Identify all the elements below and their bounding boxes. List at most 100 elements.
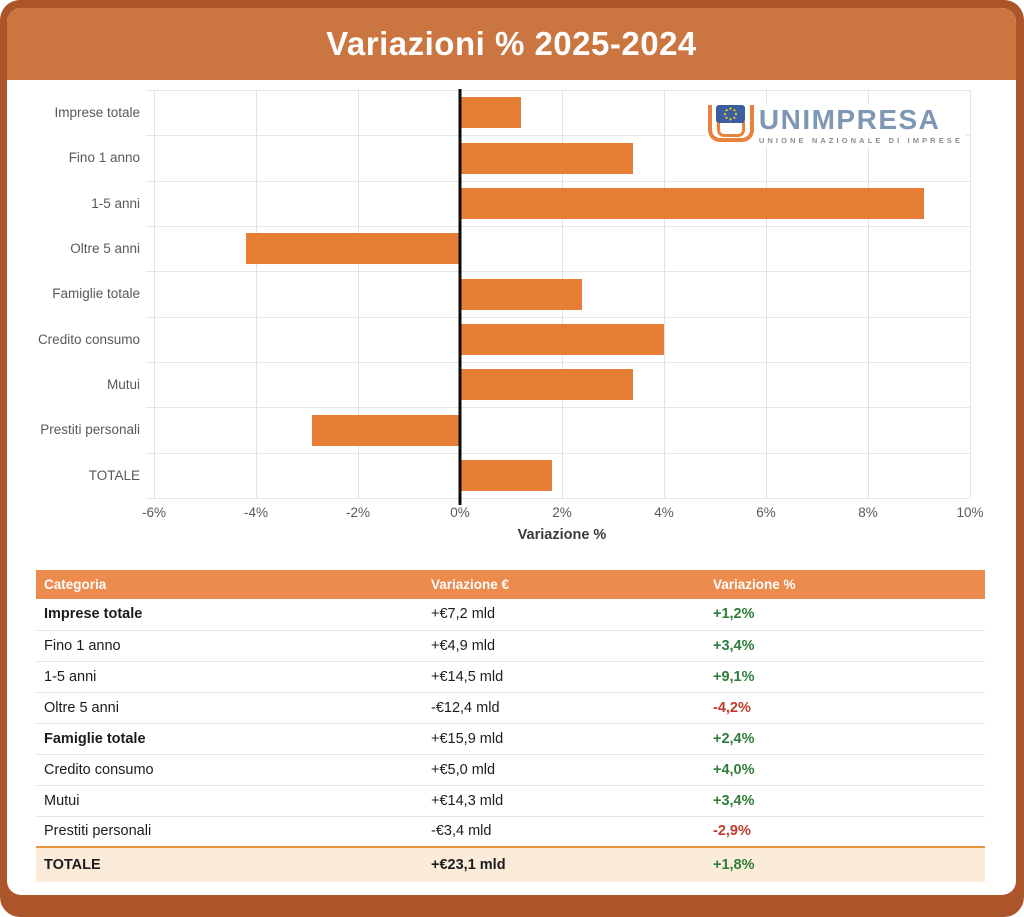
table-row: Prestiti personali -€3,4 mld -2,9% [36,816,985,848]
cell-variazione-pct: +2,4% [705,723,985,755]
vertical-gridline [358,90,359,498]
x-axis-tick: -6% [141,505,167,520]
table-total-row: TOTALE +€23,1 mld +1,8% [36,846,985,882]
horizontal-gridline [146,135,970,137]
cell-variazione-eur: +€14,3 mld [423,785,705,817]
horizontal-gridline [146,90,970,91]
logo-text: UNIMPRESA UNIONE NAZIONALE DI IMPRESE [758,104,963,146]
vertical-gridline [256,90,257,498]
vertical-gridline [154,90,155,498]
chart-bar [460,142,634,174]
chart-bar [245,233,460,265]
data-table-wrap: Categoria Variazione € Variazione % Impr… [36,570,985,882]
bar-chart: Imprese totale Fino 1 anno 1-5 anni Oltre 5… [7,89,1016,543]
chart-plot-area: UNIMPRESA UNIONE NAZIONALE DI IMPRESE [146,89,971,505]
cell-variazione-eur: +€7,2 mld [423,599,705,631]
u-inner-outline-icon [716,122,745,137]
cell-variazione-pct: +1,2% [705,599,985,631]
chart-y-labels: Imprese totale Fino 1 anno 1-5 anni Oltre 5… [7,90,154,498]
y-axis-label: Mutui [106,377,140,393]
horizontal-gridline [146,316,970,318]
y-axis-label: Prestiti personali [40,422,140,438]
cell-variazione-eur: +€4,9 mld [423,630,705,662]
chart-bar [460,323,664,355]
x-axis-tick: 2% [552,505,572,520]
cell-variazione-eur: +€23,1 mld [423,846,705,882]
cell-variazione-pct: +1,8% [705,846,985,882]
eu-flag-icon [715,105,745,123]
cell-categoria: Fino 1 anno [36,630,423,662]
horizontal-gridline [146,180,970,182]
cell-variazione-eur: +€5,0 mld [423,754,705,786]
x-axis-tick: 10% [956,505,984,520]
table-row: Famiglie totale +€15,9 mld +2,4% [36,723,985,755]
cell-variazione-pct: +9,1% [705,661,985,693]
cell-variazione-pct: -4,2% [705,692,985,724]
chart-bar [460,97,522,129]
chart-bar [460,278,583,310]
x-axis-tick: -4% [243,505,269,520]
table-row: Imprese totale +€7,2 mld +1,2% [36,599,985,631]
vertical-gridline [970,90,971,498]
unimpresa-logo: UNIMPRESA UNIONE NAZIONALE DI IMPRESE [704,103,966,147]
header-band: Variazioni % 2025-2024 [7,8,1016,80]
cell-categoria: 1-5 anni [36,661,423,693]
table-header-row: Categoria Variazione € Variazione % [36,570,985,599]
cell-categoria: Oltre 5 anni [36,692,423,724]
header-categoria: Categoria [36,570,423,599]
cell-categoria: Imprese totale [36,599,423,631]
y-axis-label: Oltre 5 anni [70,241,140,257]
content-card: Variazioni % 2025-2024 Imprese totale Fin… [7,8,1016,895]
data-table: Categoria Variazione € Variazione % Impr… [36,570,985,882]
x-axis-tick: 6% [756,505,776,520]
x-axis-label: Variazione % [517,527,607,543]
table-row: Mutui +€14,3 mld +3,4% [36,785,985,817]
cell-variazione-pct: +3,4% [705,785,985,817]
chart-body: Imprese totale Fino 1 anno 1-5 anni Oltre 5… [7,89,1016,505]
y-axis-label: Fino 1 anno [68,150,140,166]
y-axis-label: Famiglie totale [52,286,140,302]
y-axis-label: TOTALE [88,467,140,483]
horizontal-gridline [146,271,970,273]
header-variazione-eur: Variazione € [423,570,705,599]
logo-name: UNIMPRESA [758,104,941,135]
y-axis-label: Credito consumo [37,331,140,347]
table-row: Credito consumo +€5,0 mld +4,0% [36,754,985,786]
cell-variazione-eur: -€3,4 mld [423,816,705,848]
unimpresa-u-icon [707,105,754,142]
horizontal-gridline [146,226,970,227]
header-variazione-pct: Variazione % [705,570,985,599]
cell-categoria: Prestiti personali [36,816,423,848]
page-title: Variazioni % 2025-2024 [326,25,697,62]
table-row: 1-5 anni +€14,5 mld +9,1% [36,661,985,693]
cell-variazione-pct: +4,0% [705,754,985,786]
x-axis-tick: 0% [450,505,470,520]
vertical-gridline [664,90,665,498]
table-body: Imprese totale +€7,2 mld +1,2% Fino 1 anno +… [36,599,985,882]
chart-bar [460,369,634,401]
vertical-gridline [766,90,767,498]
vertical-gridline [868,90,869,498]
cell-variazione-eur: -€12,4 mld [423,692,705,724]
cell-categoria: Credito consumo [36,754,423,786]
logo-subtitle: UNIONE NAZIONALE DI IMPRESE [758,136,963,145]
x-axis-tick: 4% [654,505,674,520]
table-row: Fino 1 anno +€4,9 mld +3,4% [36,630,985,662]
horizontal-gridline [146,498,970,499]
x-axis-tick: 8% [858,505,878,520]
y-axis-label: Imprese totale [54,105,140,121]
horizontal-gridline [146,452,970,454]
horizontal-gridline [146,362,970,363]
table-row: Oltre 5 anni -€12,4 mld -4,2% [36,692,985,724]
cell-variazione-pct: -2,9% [705,816,985,848]
cell-variazione-eur: +€14,5 mld [423,661,705,693]
chart-bar [460,459,552,491]
cell-variazione-eur: +€15,9 mld [423,723,705,755]
horizontal-gridline [146,407,970,409]
chart-bar [460,187,925,219]
cell-categoria: TOTALE [36,846,423,882]
u-outline-icon [707,105,754,142]
chart-bar [312,414,460,446]
x-axis-ticks: -6% -4% -2% 0% 2% 4% 6% 8% 10% [142,498,984,524]
